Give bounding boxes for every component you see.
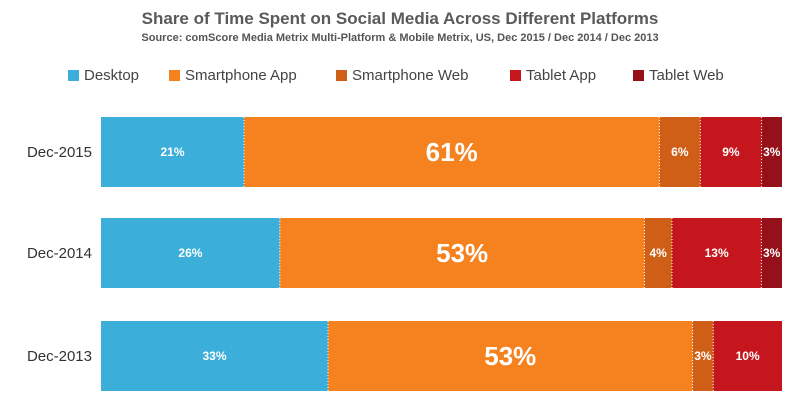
chart-subtitle: Source: comScore Media Metrix Multi-Plat… [141, 32, 659, 44]
bar-segment-tablet-app-dec-2014 [671, 218, 762, 288]
bar-segment-desktop-dec-2015 [101, 117, 245, 187]
legend-swatch-tablet-web [633, 69, 644, 81]
chart-legend: Desktop Smartphone App Smartphone Web Ta… [0, 64, 800, 86]
data-label-smartphone-app-dec-2013: 53% [484, 341, 536, 371]
data-label-tablet-web-dec-2015: 3% [763, 145, 781, 159]
legend-swatch-desktop [68, 69, 79, 81]
category-label-dec-2013: Dec-2013 [27, 348, 92, 365]
bar-segment-smartphone-web-dec-2013 [692, 321, 714, 391]
legend-label-tablet-web: Tablet Web [649, 66, 724, 84]
data-label-smartphone-web-dec-2013: 3% [694, 349, 712, 363]
data-label-tablet-app-dec-2015: 9% [722, 145, 740, 159]
data-label-desktop-dec-2015: 21% [160, 145, 184, 159]
bar-segment-tablet-app-dec-2015 [700, 117, 762, 187]
bar-segment-desktop-dec-2013 [101, 321, 328, 391]
bar-segment-smartphone-app-dec-2013 [328, 321, 693, 391]
legend-swatch-smartphone-app [169, 69, 180, 81]
legend-item-tablet-web: Tablet Web [633, 64, 724, 86]
legend-label-desktop: Desktop [84, 66, 140, 84]
legend-swatch-smartphone-web [336, 69, 347, 81]
data-label-smartphone-app-dec-2014: 53% [436, 238, 488, 268]
bar-segment-smartphone-web-dec-2014 [644, 218, 672, 288]
data-label-smartphone-app-dec-2015: 61% [426, 137, 478, 167]
data-label-tablet-app-dec-2013: 10% [736, 349, 760, 363]
legend-label-smartphone-app: Smartphone App [185, 66, 297, 84]
category-label-dec-2015: Dec-2015 [27, 144, 92, 161]
bar-segment-smartphone-app-dec-2015 [244, 117, 660, 187]
bar-segment-tablet-app-dec-2013 [713, 321, 782, 391]
data-label-smartphone-web-dec-2014: 4% [650, 246, 668, 260]
bar-segment-desktop-dec-2014 [101, 218, 280, 288]
chart-title: Share of Time Spent on Social Media Acro… [141, 9, 659, 28]
data-label-tablet-web-dec-2014: 3% [763, 246, 781, 260]
legend-item-smartphone-app: Smartphone App [169, 64, 297, 86]
data-label-desktop-dec-2013: 33% [202, 349, 226, 363]
data-label-tablet-app-dec-2014: 13% [705, 246, 729, 260]
legend-label-tablet-app: Tablet App [526, 66, 597, 84]
category-label-dec-2014: Dec-2014 [27, 245, 92, 262]
legend-swatch-tablet-app [510, 69, 521, 81]
legend-item-tablet-app: Tablet App [510, 64, 596, 86]
bar-segment-smartphone-web-dec-2015 [659, 117, 701, 187]
bar-segment-tablet-web-dec-2015 [761, 117, 782, 187]
bar-segment-smartphone-app-dec-2014 [279, 218, 645, 288]
legend-item-smartphone-web: Smartphone Web [336, 64, 468, 86]
legend-label-smartphone-web: Smartphone Web [352, 66, 469, 84]
data-label-smartphone-web-dec-2015: 6% [671, 145, 689, 159]
legend-item-desktop: Desktop [68, 64, 139, 86]
data-label-desktop-dec-2014: 26% [178, 246, 202, 260]
bar-segment-tablet-web-dec-2014 [761, 218, 782, 288]
